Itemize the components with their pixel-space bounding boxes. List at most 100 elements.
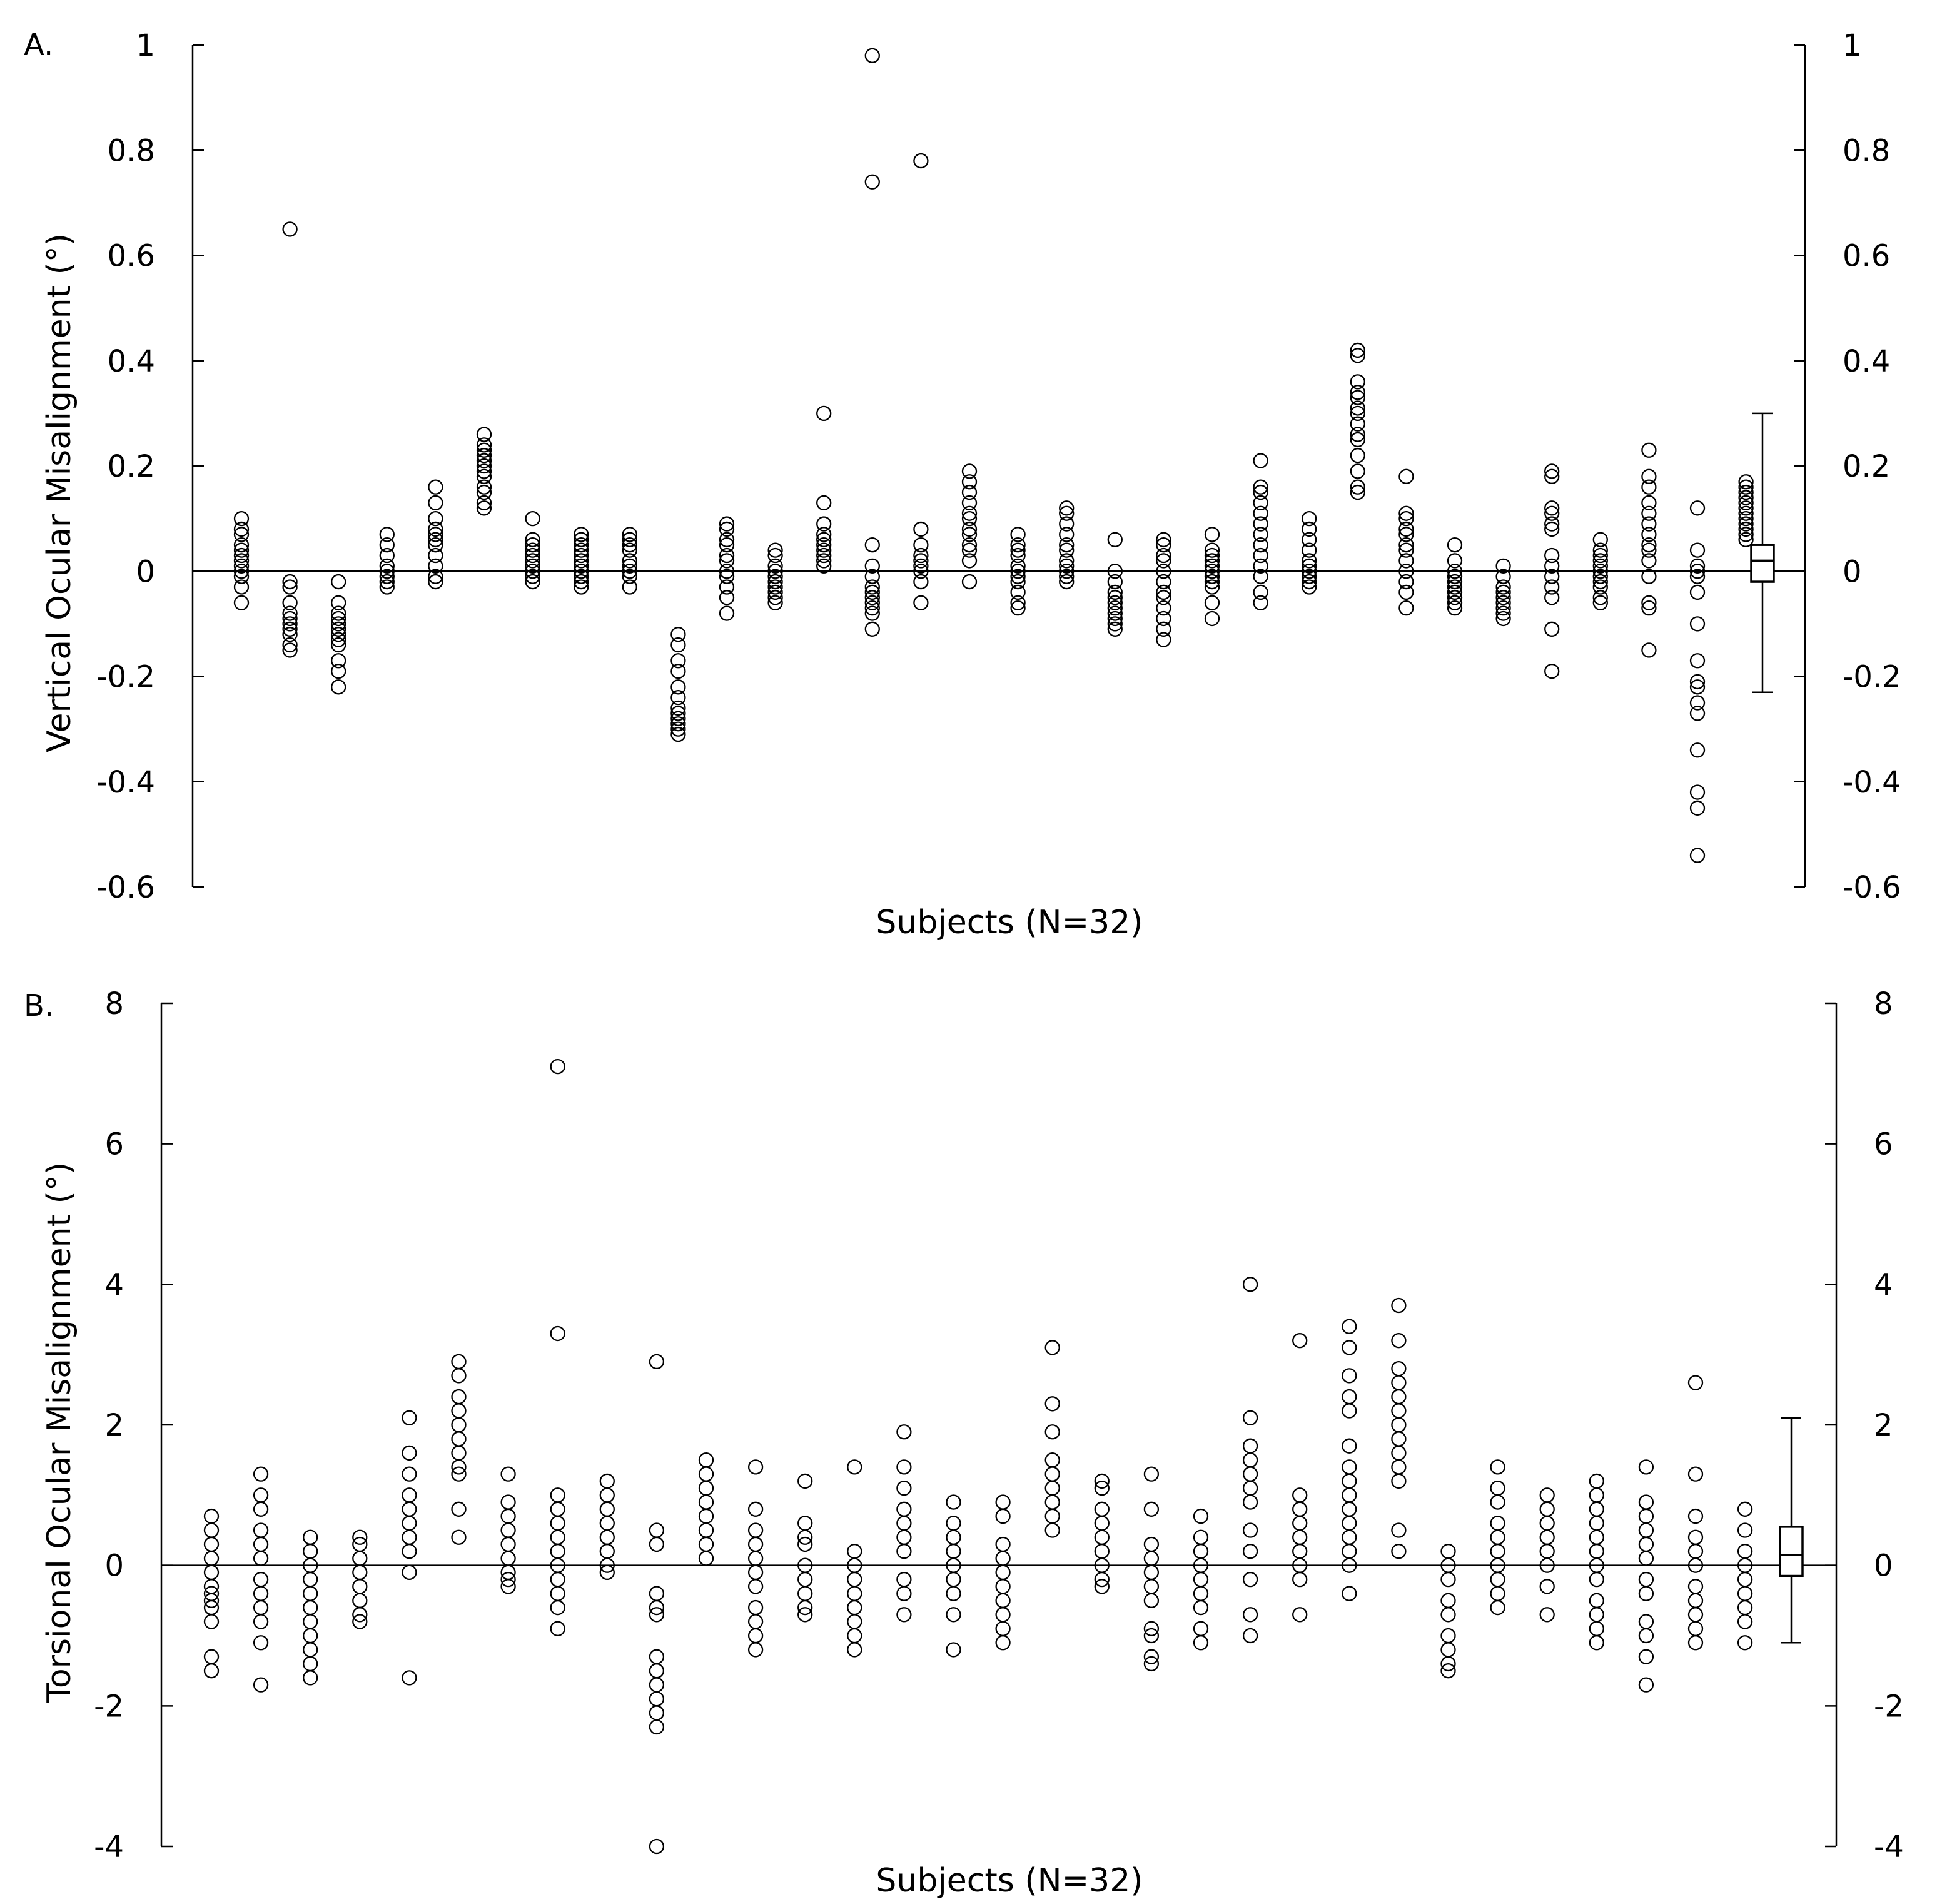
data-point xyxy=(747,1628,764,1644)
data-point xyxy=(1059,574,1075,590)
data-point xyxy=(1242,1466,1258,1482)
data-point xyxy=(1589,1607,1604,1623)
data-point xyxy=(1447,537,1463,553)
data-point xyxy=(282,637,298,653)
data-point xyxy=(1094,1480,1110,1496)
data-point xyxy=(1638,1614,1654,1629)
left-tick-label: -0.2 xyxy=(96,660,155,695)
data-point xyxy=(233,564,250,579)
right-tick-label: -0.4 xyxy=(1843,765,1901,800)
data-point xyxy=(698,1452,714,1468)
data-point xyxy=(1687,1593,1704,1608)
data-point xyxy=(331,621,346,637)
data-point xyxy=(1495,579,1511,595)
data-point xyxy=(816,553,832,569)
data-point xyxy=(1292,1529,1308,1545)
data-point xyxy=(1440,1544,1456,1559)
data-point xyxy=(1143,1649,1160,1664)
data-point xyxy=(719,564,735,579)
data-point xyxy=(1490,1516,1505,1531)
data-point xyxy=(1350,448,1365,463)
data-point xyxy=(1490,1494,1505,1510)
data-point xyxy=(946,1607,961,1623)
data-point xyxy=(203,1593,220,1608)
data-point xyxy=(1302,569,1317,584)
data-point xyxy=(1156,621,1171,637)
data-point xyxy=(1204,610,1220,627)
data-point xyxy=(525,558,540,574)
data-point xyxy=(1447,590,1463,605)
data-point xyxy=(698,1508,714,1524)
data-point xyxy=(1738,521,1754,537)
data-point xyxy=(1292,1487,1308,1503)
data-point xyxy=(1059,527,1075,542)
data-point xyxy=(1107,600,1123,616)
data-point xyxy=(1539,1516,1555,1531)
data-point xyxy=(1204,564,1220,579)
left-tick-label: -0.4 xyxy=(96,765,155,800)
data-point xyxy=(1143,1536,1160,1552)
data-point xyxy=(995,1607,1011,1623)
data-point xyxy=(1193,1529,1209,1545)
data-point xyxy=(233,527,250,542)
data-point xyxy=(1544,579,1560,595)
data-point xyxy=(670,663,686,679)
data-point xyxy=(946,1529,961,1545)
data-point xyxy=(622,527,637,542)
data-point xyxy=(1059,564,1075,579)
right-tick-label: 8 xyxy=(1874,986,1893,1021)
data-point xyxy=(1059,537,1075,553)
left-tick-label: 0.4 xyxy=(108,344,155,379)
right-tick-label: 0.8 xyxy=(1843,133,1890,168)
data-point xyxy=(961,527,978,542)
right-tick-label: 0.2 xyxy=(1843,449,1890,484)
data-point xyxy=(1107,564,1123,579)
data-point xyxy=(1342,1544,1357,1559)
data-point xyxy=(622,579,637,595)
data-point xyxy=(1010,547,1026,564)
data-point xyxy=(1544,463,1560,479)
data-point xyxy=(525,569,540,584)
data-point xyxy=(233,595,250,610)
data-point xyxy=(1242,1277,1258,1292)
data-point xyxy=(1490,1480,1505,1496)
subject-column xyxy=(1242,1277,1258,1644)
data-point xyxy=(816,537,832,553)
data-point xyxy=(476,468,492,484)
data-point xyxy=(622,558,637,574)
data-point xyxy=(203,1551,220,1566)
data-point xyxy=(1193,1586,1209,1601)
data-point xyxy=(253,1614,269,1629)
data-point xyxy=(253,1571,269,1588)
data-point xyxy=(402,1564,417,1581)
data-point xyxy=(1242,1494,1258,1510)
data-point xyxy=(1350,479,1365,495)
data-point xyxy=(253,1501,269,1517)
data-point xyxy=(1592,547,1608,564)
data-point xyxy=(476,442,492,458)
data-point xyxy=(1193,1599,1209,1616)
subject-column xyxy=(1440,1544,1456,1679)
data-point xyxy=(1391,1417,1407,1433)
data-point xyxy=(896,1424,912,1440)
data-point xyxy=(1589,1571,1604,1588)
data-point xyxy=(1589,1529,1604,1545)
data-point xyxy=(1242,1522,1258,1538)
data-point xyxy=(1495,610,1511,627)
data-point xyxy=(622,564,637,579)
data-point xyxy=(1689,558,1706,574)
data-point xyxy=(1687,1621,1704,1636)
data-point xyxy=(1592,558,1608,574)
subject-column xyxy=(847,1459,862,1658)
data-point xyxy=(379,558,395,574)
data-point xyxy=(1044,1480,1060,1496)
data-point xyxy=(1687,1529,1704,1545)
data-point xyxy=(1589,1487,1604,1503)
data-point xyxy=(1737,1544,1753,1559)
data-point xyxy=(1253,569,1268,584)
data-point xyxy=(747,1614,764,1629)
subject-column xyxy=(1495,558,1511,627)
data-point xyxy=(995,1536,1011,1552)
data-point xyxy=(1342,1501,1357,1517)
data-point xyxy=(913,521,929,537)
